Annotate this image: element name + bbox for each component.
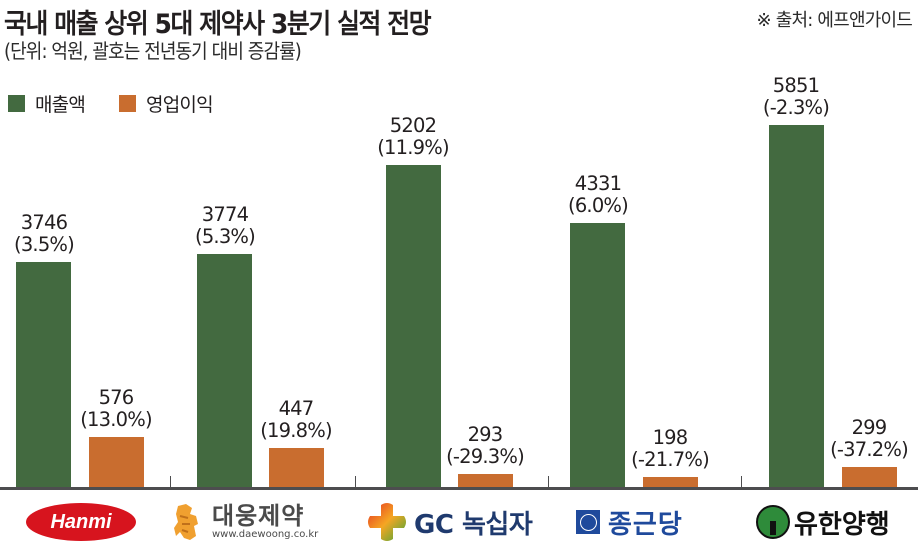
revenue-change: (3.5%) [14, 233, 75, 256]
revenue-label-gc: 5202 (11.9%) [358, 115, 468, 159]
logo-chongkundang: 종근당 [576, 494, 683, 550]
group-divider-tick [548, 476, 549, 487]
legend-swatch-operating-profit [119, 95, 137, 112]
revenue-bar-yuhan [769, 125, 824, 487]
revenue-label-hanmi: 3746 (3.5%) [0, 212, 99, 256]
source-note: ※ 출처: 에프앤가이드 [756, 10, 913, 31]
profit-change: (-37.2%) [830, 438, 909, 461]
profit-bar-yuhan [842, 467, 897, 487]
legend-item-operating-profit: 영업이익 [119, 90, 214, 117]
profit-change: (19.8%) [260, 419, 332, 442]
profit-value: 576 [98, 386, 135, 409]
yuhan-tree-icon [756, 505, 790, 539]
chongkundang-emblem-icon [576, 510, 600, 534]
company-logos: Hanmi 대웅제약 www.daewoong.co.kr GC 녹십자 [0, 494, 918, 550]
profit-value: 447 [278, 397, 315, 420]
gc-cross-icon [368, 503, 406, 541]
logo-gc: GC 녹십자 [366, 494, 533, 550]
group-divider-tick [170, 476, 171, 487]
logo-yuhan: 유한양행 [756, 494, 890, 550]
revenue-label-daewoong: 3774 (5.3%) [170, 204, 280, 248]
revenue-label-yuhan: 5851 (-2.3%) [741, 75, 851, 119]
profit-change: (13.0%) [80, 408, 152, 431]
revenue-bar-daewoong [197, 254, 252, 487]
profit-change: (-21.7%) [631, 448, 710, 471]
profit-label-daewoong: 447 (19.8%) [241, 398, 351, 442]
daewoong-logo-text: 대웅제약 [212, 502, 305, 530]
logo-hanmi: Hanmi [26, 494, 136, 550]
legend-label-operating-profit: 영업이익 [146, 94, 214, 116]
revenue-label-chongkundang: 4331 (6.0%) [543, 173, 653, 217]
hanmi-logo-icon: Hanmi [26, 503, 136, 541]
profit-label-gc: 293 (-29.3%) [430, 424, 540, 468]
revenue-bar-hanmi [16, 262, 71, 487]
profit-bar-daewoong [269, 448, 324, 487]
legend: 매출액 영업이익 [8, 90, 247, 117]
revenue-change: (-2.3%) [762, 96, 830, 119]
profit-label-chongkundang: 198 (-21.7%) [615, 427, 725, 471]
profit-change: (-29.3%) [446, 445, 525, 468]
yuhan-logo-text: 유한양행 [794, 509, 890, 540]
revenue-change: (6.0%) [568, 194, 629, 217]
legend-item-revenue: 매출액 [8, 90, 86, 117]
daewoong-bear-icon [174, 504, 198, 540]
profit-label-yuhan: 299 (-37.2%) [814, 417, 918, 461]
revenue-value: 4331 [574, 172, 622, 195]
profit-label-hanmi: 576 (13.0%) [61, 387, 171, 431]
revenue-value: 3746 [20, 211, 68, 234]
chongkundang-logo-text: 종근당 [608, 509, 683, 540]
profit-bar-chongkundang [643, 477, 698, 487]
profit-bar-hanmi [89, 437, 144, 487]
revenue-change: (11.9%) [377, 136, 449, 159]
profit-value: 293 [467, 423, 504, 446]
profit-bar-gc [458, 474, 513, 487]
group-divider-tick [355, 476, 356, 487]
gc-logo-text: GC 녹십자 [414, 509, 533, 540]
revenue-value: 3774 [201, 203, 249, 226]
profit-value: 299 [851, 416, 888, 439]
revenue-bar-gc [386, 165, 441, 487]
revenue-bar-chongkundang [570, 223, 625, 487]
x-axis-baseline [0, 487, 918, 490]
hanmi-logo-text: Hanmi [50, 510, 112, 533]
revenue-change: (5.3%) [195, 225, 256, 248]
daewoong-logo-url: www.daewoong.co.kr [212, 529, 319, 540]
logo-daewoong: 대웅제약 www.daewoong.co.kr [170, 494, 318, 550]
profit-value: 198 [652, 426, 689, 449]
revenue-value: 5851 [772, 74, 820, 97]
legend-label-revenue: 매출액 [35, 94, 86, 116]
group-divider-tick [741, 476, 742, 487]
legend-swatch-revenue [8, 95, 25, 112]
revenue-value: 5202 [389, 114, 437, 137]
chart-title: 국내 매출 상위 5대 제약사 3분기 실적 전망 [4, 9, 432, 40]
chart-subtitle: (단위: 억원, 괄호는 전년동기 대비 증감률) [4, 39, 302, 63]
